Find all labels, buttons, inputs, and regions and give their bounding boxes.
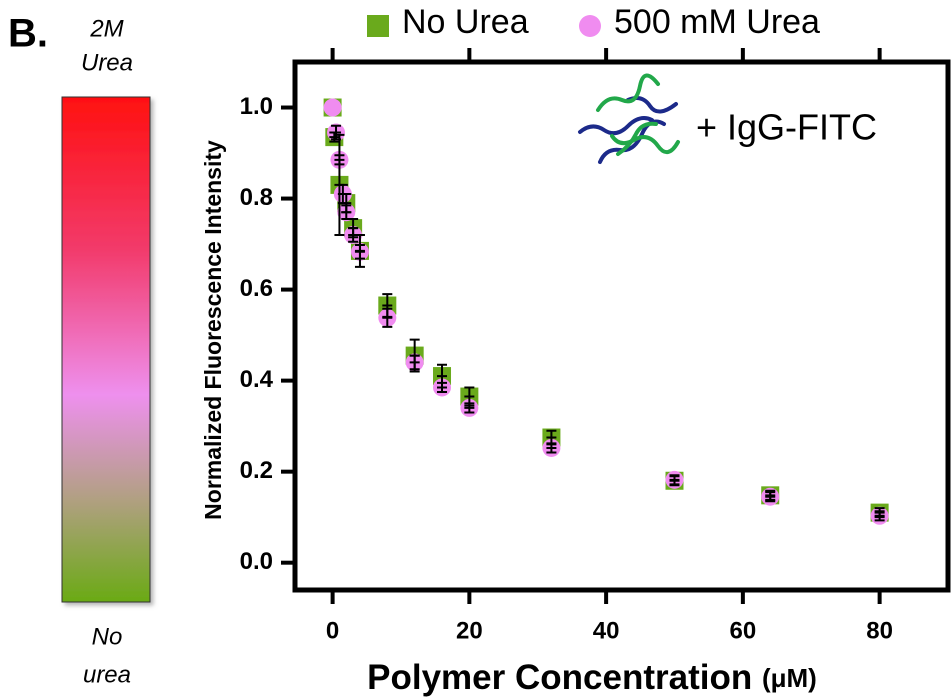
error-bar	[437, 381, 448, 393]
error-bar	[334, 154, 345, 166]
error-bar	[765, 491, 776, 503]
x-tick-label: 80	[866, 617, 893, 644]
x-axis-title: Polymer Concentration	[367, 658, 752, 697]
error-bar	[546, 442, 557, 454]
colorbar-bottom-label: urea	[83, 661, 131, 688]
error-bar	[341, 204, 352, 221]
polymer-icon	[578, 73, 680, 164]
legend-marker	[579, 15, 601, 37]
x-tick-label: 40	[593, 617, 620, 644]
error-bar	[464, 386, 475, 407]
x-axis-unit: (μM)	[762, 663, 817, 693]
y-axis-label: Normalized Fluorescence Intensity	[200, 140, 226, 520]
error-bar	[382, 307, 393, 328]
error-bar	[464, 402, 475, 414]
colorbar-top-label: 2M	[89, 15, 123, 42]
error-bar	[382, 293, 393, 318]
point	[323, 98, 342, 117]
legend-marker	[367, 15, 389, 37]
error-bar	[354, 243, 365, 260]
y-tick-label: 0.4	[240, 366, 274, 393]
error-bar	[337, 183, 348, 205]
x-axis-label: Polymer Concentration (μM)	[367, 658, 817, 697]
panel-label: B.	[8, 12, 48, 56]
colorbar-top-label: Urea	[81, 49, 133, 76]
y-tick-label: 1.0	[240, 93, 273, 120]
error-bar	[669, 474, 680, 486]
error-bar	[348, 227, 359, 243]
legend-label: No Urea	[402, 3, 529, 41]
error-bar	[331, 124, 342, 141]
x-tick-label: 20	[456, 617, 483, 644]
plot-frame	[292, 59, 951, 593]
error-bar	[874, 510, 885, 522]
colorbar-bottom-label: No	[92, 623, 123, 650]
annotation: + IgG-FITC	[696, 107, 877, 148]
colorbar	[61, 96, 151, 603]
legend-label: 500 mM Urea	[614, 3, 820, 41]
y-tick-label: 0.8	[240, 184, 273, 211]
x-tick-label: 60	[730, 617, 757, 644]
error-bar	[409, 354, 420, 371]
y-tick-label: 0.6	[240, 275, 273, 302]
x-tick-label: 0	[326, 617, 339, 644]
y-tick-label: 0.2	[240, 457, 273, 484]
y-tick-label: 0.0	[240, 548, 273, 575]
error-bar	[546, 429, 557, 446]
error-bar	[437, 363, 448, 389]
